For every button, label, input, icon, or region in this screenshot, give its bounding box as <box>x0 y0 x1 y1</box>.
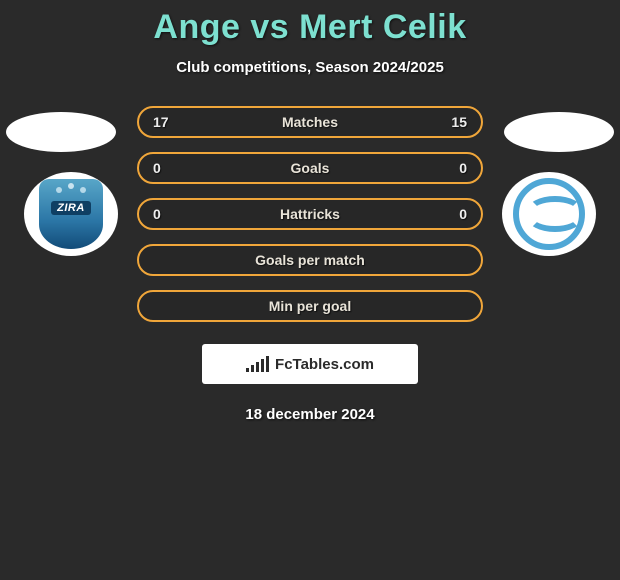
bar-chart-icon <box>246 356 269 372</box>
stat-label: Matches <box>179 114 441 130</box>
comparison-infographic: Ange vs Mert Celik Club competitions, Se… <box>0 0 620 580</box>
club-badge-left: ZIRA <box>24 172 118 256</box>
page-subtitle: Club competitions, Season 2024/2025 <box>0 59 620 76</box>
stat-row-hattricks: 0 Hattricks 0 <box>137 198 483 230</box>
s-badge-icon <box>513 178 585 250</box>
stat-label: Goals <box>179 160 441 176</box>
stat-left-value: 0 <box>153 160 179 176</box>
stat-left-value: 17 <box>153 114 179 130</box>
player-right-avatar <box>504 112 614 152</box>
stat-rows: 17 Matches 15 0 Goals 0 0 Hattricks 0 Go… <box>137 106 483 322</box>
stat-right-value: 15 <box>441 114 467 130</box>
stat-left-value: 0 <box>153 206 179 222</box>
fctables-label: FcTables.com <box>275 356 374 373</box>
stat-right-value: 0 <box>441 206 467 222</box>
stat-row-goals-per-match: Goals per match <box>137 244 483 276</box>
stats-area: ZIRA 17 Matches 15 0 Goals 0 0 Hattricks <box>0 106 620 423</box>
zira-badge-text: ZIRA <box>51 201 91 215</box>
s-wave-icon <box>527 198 571 230</box>
fctables-link[interactable]: FcTables.com <box>202 344 418 384</box>
page-title: Ange vs Mert Celik <box>0 8 620 47</box>
date-label: 18 december 2024 <box>0 406 620 423</box>
club-badge-right <box>502 172 596 256</box>
zira-badge-icon: ZIRA <box>39 179 103 249</box>
stat-row-goals: 0 Goals 0 <box>137 152 483 184</box>
stat-row-matches: 17 Matches 15 <box>137 106 483 138</box>
stat-label: Goals per match <box>179 252 441 268</box>
stat-label: Min per goal <box>179 298 441 314</box>
stat-label: Hattricks <box>179 206 441 222</box>
player-left-avatar <box>6 112 116 152</box>
stat-right-value: 0 <box>441 160 467 176</box>
stat-row-min-per-goal: Min per goal <box>137 290 483 322</box>
